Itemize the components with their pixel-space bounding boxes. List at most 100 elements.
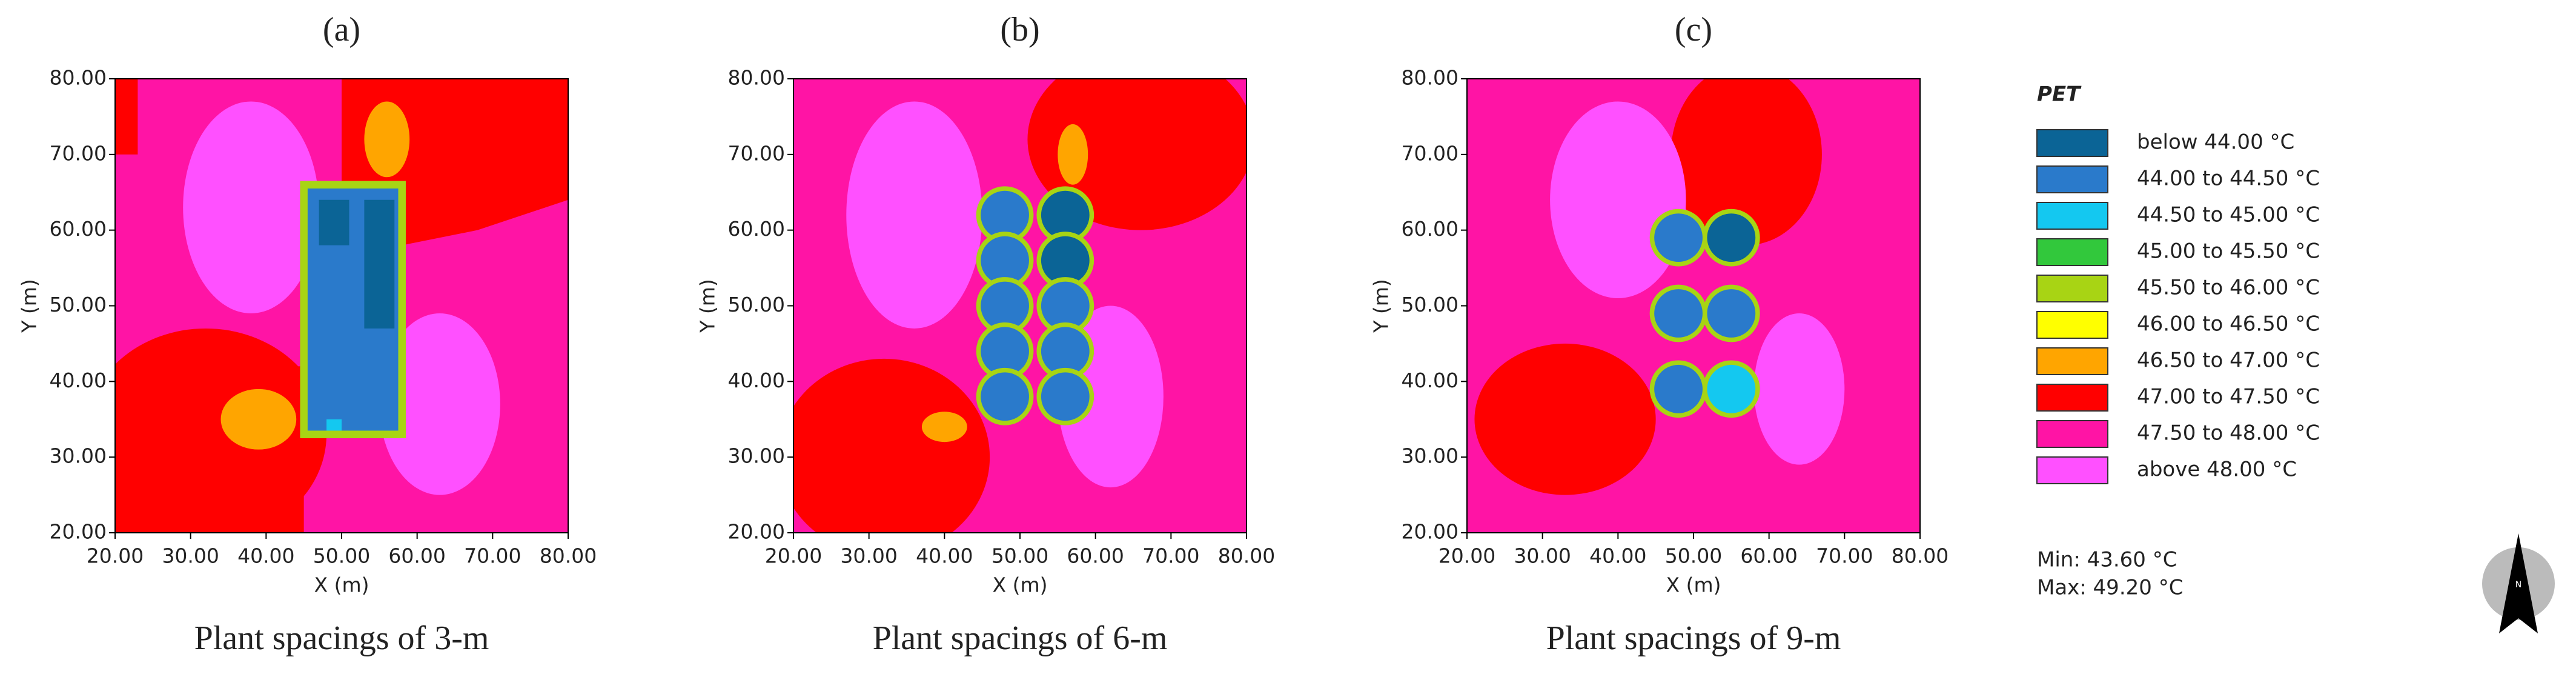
heat-region — [1474, 343, 1656, 495]
y-tick-label: 30.00 — [728, 444, 785, 468]
y-tick-label: 70.00 — [1402, 141, 1459, 165]
north-label: N — [2515, 580, 2521, 590]
x-tick-label: 80.00 — [540, 544, 597, 568]
heat-region — [319, 199, 349, 245]
heat-region — [1058, 124, 1088, 185]
y-tick-label: 20.00 — [728, 520, 785, 544]
heatmap — [1467, 79, 1920, 533]
legend-title: PET — [2037, 82, 2082, 107]
y-tick-label: 50.00 — [50, 293, 107, 316]
y-tick-label: 50.00 — [728, 293, 785, 316]
heatmap — [115, 79, 568, 533]
x-axis-label: X (m) — [314, 573, 369, 597]
x-tick-label: 30.00 — [1514, 544, 1571, 568]
heat-region — [1550, 101, 1686, 299]
heat-region — [115, 79, 138, 155]
x-tick-label: 30.00 — [840, 544, 897, 568]
y-tick-label: 20.00 — [1402, 520, 1459, 544]
legend-label: 46.50 to 47.00 °C — [2137, 349, 2320, 373]
x-tick-label: 70.00 — [1142, 544, 1199, 568]
tree-region — [981, 190, 1029, 239]
heat-region — [1670, 79, 1822, 245]
heat-region — [326, 419, 342, 431]
tree-region — [981, 327, 1029, 376]
legend-swatch — [2036, 384, 2108, 412]
panel-title: (c) — [1675, 11, 1712, 48]
north-arrow — [2499, 533, 2538, 633]
tree-region — [1654, 213, 1703, 262]
x-tick-label: 50.00 — [313, 544, 370, 568]
tree-region — [1707, 289, 1756, 338]
y-tick-label: 60.00 — [728, 217, 785, 241]
legend-label: 45.00 to 45.50 °C — [2137, 239, 2320, 264]
caption: Plant spacings of 9-m — [1546, 619, 1841, 657]
x-tick-label: 30.00 — [162, 544, 219, 568]
x-tick-label: 20.00 — [87, 544, 144, 568]
legend-swatch — [2036, 275, 2108, 302]
y-axis-label: Y (m) — [1369, 279, 1393, 333]
panel-title: (a) — [323, 11, 360, 48]
x-tick-label: 40.00 — [1589, 544, 1646, 568]
tree-region — [1041, 281, 1090, 330]
x-tick-label: 20.00 — [1439, 544, 1495, 568]
y-tick-label: 70.00 — [728, 141, 785, 165]
y-axis-label: Y (m) — [696, 279, 720, 333]
stat-text: Min: 43.60 °C — [2037, 548, 2177, 572]
caption: Plant spacings of 6-m — [873, 619, 1168, 657]
heat-region — [921, 412, 967, 442]
legend-label: 44.50 to 45.00 °C — [2137, 203, 2320, 227]
heatmap — [793, 79, 1247, 533]
y-tick-label: 60.00 — [50, 217, 107, 241]
heat-region — [364, 199, 395, 329]
y-tick-label: 80.00 — [728, 66, 785, 90]
tree-region — [1707, 364, 1756, 413]
tree-region — [1041, 372, 1090, 421]
tree-region — [981, 281, 1029, 330]
heat-region — [793, 358, 990, 533]
heat-region — [220, 389, 297, 450]
tree-region — [981, 372, 1029, 421]
tree-region — [1041, 190, 1090, 239]
heat-region — [846, 101, 982, 329]
heat-region — [1753, 313, 1845, 465]
legend-swatch — [2036, 420, 2108, 448]
legend-swatch — [2036, 238, 2108, 266]
stat-text: Max: 49.20 °C — [2037, 576, 2183, 600]
x-axis-label: X (m) — [1666, 573, 1721, 597]
heat-region — [183, 101, 319, 313]
heat-region — [364, 101, 410, 178]
legend-label: above 48.00 °C — [2137, 458, 2297, 482]
y-tick-label: 80.00 — [50, 66, 107, 90]
tree-region — [1707, 213, 1756, 262]
x-tick-label: 20.00 — [765, 544, 822, 568]
legend-swatch — [2036, 129, 2108, 157]
tree-region — [981, 236, 1029, 285]
panel-title: (b) — [1000, 11, 1039, 48]
x-tick-label: 60.00 — [1740, 544, 1797, 568]
legend-swatch — [2036, 347, 2108, 375]
legend-swatch — [2036, 202, 2108, 230]
x-tick-label: 80.00 — [1218, 544, 1275, 568]
y-tick-label: 40.00 — [1402, 369, 1459, 392]
legend-label: below 44.00 °C — [2137, 130, 2294, 155]
tree-region — [1654, 364, 1703, 413]
x-tick-label: 80.00 — [1892, 544, 1949, 568]
tree-region — [1041, 327, 1090, 376]
y-axis-label: Y (m) — [18, 279, 41, 333]
tree-region — [1654, 289, 1703, 338]
x-tick-label: 70.00 — [464, 544, 521, 568]
x-tick-label: 60.00 — [388, 544, 445, 568]
x-tick-label: 50.00 — [992, 544, 1048, 568]
x-tick-label: 40.00 — [916, 544, 973, 568]
legend-label: 45.50 to 46.00 °C — [2137, 276, 2320, 300]
legend-label: 47.50 to 48.00 °C — [2137, 421, 2320, 445]
y-tick-label: 30.00 — [50, 444, 107, 468]
legend-label: 47.00 to 47.50 °C — [2137, 385, 2320, 409]
tree-region — [1041, 236, 1090, 285]
y-tick-label: 80.00 — [1402, 66, 1459, 90]
legend-label: 46.00 to 46.50 °C — [2137, 312, 2320, 336]
y-tick-label: 30.00 — [1402, 444, 1459, 468]
x-tick-label: 40.00 — [237, 544, 294, 568]
heat-region — [379, 313, 500, 495]
